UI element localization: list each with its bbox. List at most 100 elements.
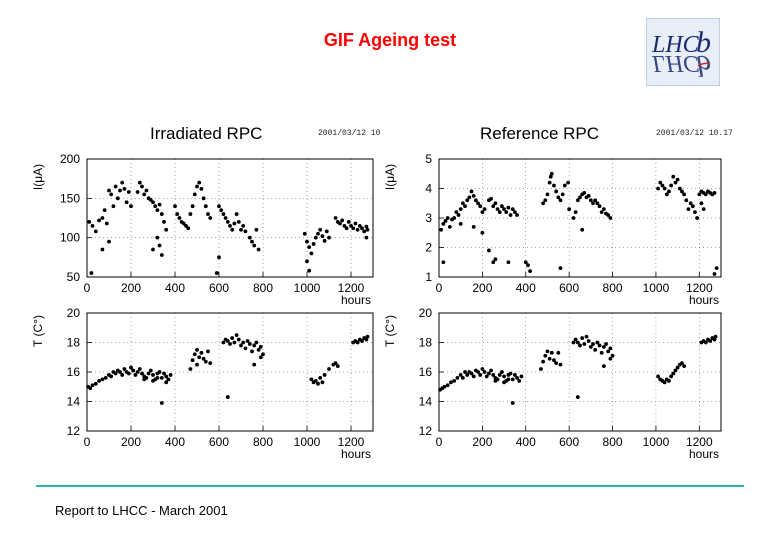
data-point bbox=[452, 216, 457, 220]
data-point bbox=[513, 373, 517, 377]
data-point bbox=[107, 188, 111, 193]
data-point bbox=[126, 371, 131, 376]
data-point bbox=[311, 242, 316, 246]
data-point bbox=[608, 216, 613, 220]
data-point bbox=[606, 213, 611, 217]
data-point bbox=[135, 190, 140, 194]
data-point bbox=[567, 207, 572, 212]
data-point bbox=[234, 333, 239, 338]
data-point bbox=[360, 339, 364, 343]
data-point bbox=[573, 337, 578, 342]
data-point bbox=[309, 251, 314, 256]
data-point bbox=[484, 374, 489, 379]
x-tick-label: 800 bbox=[603, 435, 623, 449]
data-point bbox=[523, 260, 528, 265]
data-point bbox=[104, 221, 109, 226]
data-point bbox=[230, 336, 235, 340]
data-point bbox=[250, 239, 254, 244]
data-point bbox=[333, 216, 338, 220]
data-point bbox=[552, 358, 556, 363]
data-point bbox=[87, 220, 92, 224]
y-axis-label: T (C°) bbox=[31, 315, 45, 347]
data-point bbox=[133, 373, 138, 377]
data-point bbox=[103, 376, 108, 380]
data-point bbox=[365, 334, 370, 339]
data-point bbox=[320, 380, 325, 385]
y-tick-label: 150 bbox=[60, 191, 80, 205]
data-point bbox=[506, 205, 511, 210]
data-point bbox=[159, 212, 164, 216]
data-point bbox=[491, 373, 496, 377]
data-point bbox=[662, 186, 667, 191]
data-point bbox=[131, 368, 136, 373]
data-point bbox=[322, 373, 327, 377]
data-point bbox=[486, 248, 491, 253]
data-point bbox=[588, 345, 593, 349]
data-point bbox=[162, 371, 166, 376]
data-point bbox=[493, 378, 498, 383]
svg-text:LHC: LHC bbox=[651, 32, 700, 58]
data-point bbox=[100, 247, 105, 252]
data-point bbox=[591, 342, 595, 346]
data-point bbox=[195, 184, 199, 189]
data-point bbox=[142, 377, 147, 382]
data-point bbox=[597, 343, 602, 348]
y-tick-label: 20 bbox=[419, 306, 433, 320]
data-point bbox=[497, 210, 502, 215]
data-point bbox=[197, 180, 202, 185]
data-point bbox=[252, 243, 257, 248]
data-point bbox=[355, 340, 360, 345]
data-point bbox=[588, 198, 593, 203]
data-point bbox=[500, 204, 504, 209]
data-point bbox=[606, 349, 611, 354]
data-point bbox=[243, 229, 248, 234]
y-tick-label: 50 bbox=[67, 270, 81, 284]
data-point bbox=[467, 195, 472, 200]
irradiated-rpc-title: Irradiated RPC bbox=[150, 124, 263, 143]
data-point bbox=[688, 201, 693, 206]
data-point bbox=[455, 376, 460, 380]
data-point bbox=[571, 340, 576, 345]
data-point bbox=[582, 191, 587, 195]
data-point bbox=[599, 210, 604, 215]
data-point bbox=[252, 343, 257, 348]
data-point bbox=[327, 367, 331, 371]
data-point bbox=[465, 373, 470, 377]
data-point bbox=[333, 361, 338, 366]
data-point bbox=[225, 220, 230, 224]
data-point bbox=[528, 269, 533, 273]
x-tick-label: 400 bbox=[516, 435, 536, 449]
data-point bbox=[157, 370, 162, 374]
footer-text: Report to LHCC - March 2001 bbox=[55, 503, 228, 518]
data-point bbox=[463, 204, 467, 209]
data-point bbox=[545, 192, 550, 197]
data-point bbox=[513, 210, 517, 215]
y-axis-label: T (C°) bbox=[383, 315, 397, 347]
data-point bbox=[129, 365, 133, 370]
x-tick-label: 600 bbox=[209, 281, 229, 295]
data-point bbox=[247, 342, 252, 346]
data-point bbox=[201, 356, 206, 361]
data-point bbox=[482, 207, 487, 212]
data-point bbox=[151, 200, 155, 205]
data-point bbox=[151, 373, 155, 377]
data-point bbox=[701, 207, 706, 212]
data-point bbox=[554, 361, 559, 366]
data-point bbox=[508, 213, 513, 217]
footer-divider bbox=[36, 485, 744, 487]
y-tick-label: 1 bbox=[425, 270, 432, 284]
data-point bbox=[195, 347, 199, 352]
x-tick-label: 400 bbox=[516, 281, 536, 295]
data-point bbox=[129, 204, 133, 209]
data-point bbox=[254, 340, 259, 345]
data-point bbox=[157, 202, 162, 207]
data-point bbox=[454, 210, 459, 215]
y-tick-label: 18 bbox=[419, 336, 433, 350]
data-point bbox=[192, 192, 197, 197]
data-point bbox=[458, 373, 463, 377]
data-point bbox=[575, 395, 580, 399]
y-tick-label: 100 bbox=[60, 231, 80, 245]
plot-frame bbox=[86, 158, 374, 278]
irr_current-chart: 0 200 400 600 800 1000 1200 50 100 150 200 hours I(μ… bbox=[31, 152, 374, 307]
data-point bbox=[159, 401, 164, 405]
